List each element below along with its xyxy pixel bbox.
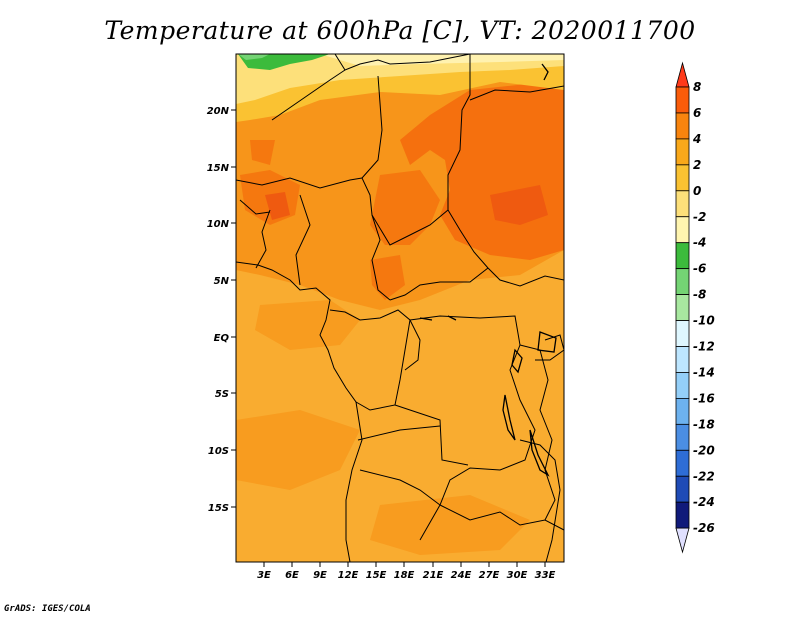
lon-label: 9E <box>313 570 327 581</box>
colorbar-label: -20 <box>693 443 715 457</box>
lat-label: 15S <box>208 503 229 514</box>
colorbar-swatch <box>675 112 690 140</box>
longitude-axis: 3E 6E 9E 12E 15E 18E 21E 24E 27E 30E 33E <box>257 562 556 581</box>
lon-label: 18E <box>394 570 415 581</box>
colorbar-cap-bottom <box>675 527 690 554</box>
colorbar-label: -16 <box>693 391 715 405</box>
colorbar-swatch <box>675 216 690 244</box>
colorbar-swatch <box>675 138 690 166</box>
colorbar-swatch <box>675 397 690 425</box>
colorbar-swatch <box>675 449 690 477</box>
lat-label: 20N <box>207 106 230 117</box>
colorbar-label: -10 <box>693 314 715 328</box>
lat-label: 10S <box>208 446 229 457</box>
lon-label: 24E <box>451 570 472 581</box>
lakes <box>419 63 557 477</box>
colorbar-label: 8 <box>693 80 701 94</box>
lat-label: 10N <box>207 219 230 230</box>
lat-label: 5N <box>214 276 230 287</box>
colorbar-label: -4 <box>693 236 706 250</box>
lon-label: 6E <box>285 570 299 581</box>
lon-label: 12E <box>338 570 359 581</box>
colorbar-swatch <box>675 501 690 529</box>
colorbar-label: -24 <box>693 495 715 509</box>
colorbar-swatch <box>675 164 690 192</box>
lon-label: 3E <box>257 570 271 581</box>
colorbar-label: 0 <box>693 184 701 198</box>
colorbar-cap-top <box>675 61 690 88</box>
temperature-field <box>236 54 564 562</box>
colorbar-swatch <box>675 372 690 399</box>
lat-label: EQ <box>214 333 230 344</box>
colorbar: 8 6 4 2 0 -2 -4 -6 -8 -10 -12 -14 -16 -18 -20 -22 -24 -26 <box>675 61 715 554</box>
lon-label: 27E <box>479 570 500 581</box>
colorbar-label: 6 <box>693 106 701 120</box>
colorbar-label: -14 <box>693 365 715 379</box>
colorbar-swatch <box>675 86 690 114</box>
lat-label: 5S <box>215 389 229 400</box>
colorbar-label: 4 <box>692 132 701 146</box>
colorbar-swatch <box>675 320 690 347</box>
colorbar-label: -8 <box>693 288 706 302</box>
colorbar-swatch <box>675 423 690 451</box>
colorbar-label: 2 <box>693 158 701 172</box>
colorbar-swatch <box>675 242 690 270</box>
map-title: Temperature at 600hPa [C], VT: 202001170… <box>104 16 696 45</box>
colorbar-label: -12 <box>693 340 715 354</box>
lat-label: 15N <box>207 163 230 174</box>
colorbar-label: -18 <box>693 417 715 431</box>
colorbar-label: -2 <box>693 210 706 224</box>
colorbar-swatch <box>675 294 690 321</box>
lon-label: 21E <box>423 570 444 581</box>
colorbar-swatch <box>675 346 690 373</box>
latitude-axis: 20N 15N 10N 5N EQ 5S 10S 15S <box>207 106 236 514</box>
colorbar-swatch <box>675 268 690 295</box>
colorbar-swatch <box>675 475 690 503</box>
political-borders <box>236 54 564 562</box>
map-frame <box>235 53 565 563</box>
credit-text: GrADS: IGES/COLA <box>4 604 91 614</box>
colorbar-swatch <box>675 190 690 218</box>
lon-label: 33E <box>535 570 556 581</box>
lon-label: 15E <box>366 570 387 581</box>
lon-label: 30E <box>507 570 528 581</box>
colorbar-label: -6 <box>693 262 706 276</box>
colorbar-label: -26 <box>693 521 715 535</box>
colorbar-label: -22 <box>693 469 715 483</box>
